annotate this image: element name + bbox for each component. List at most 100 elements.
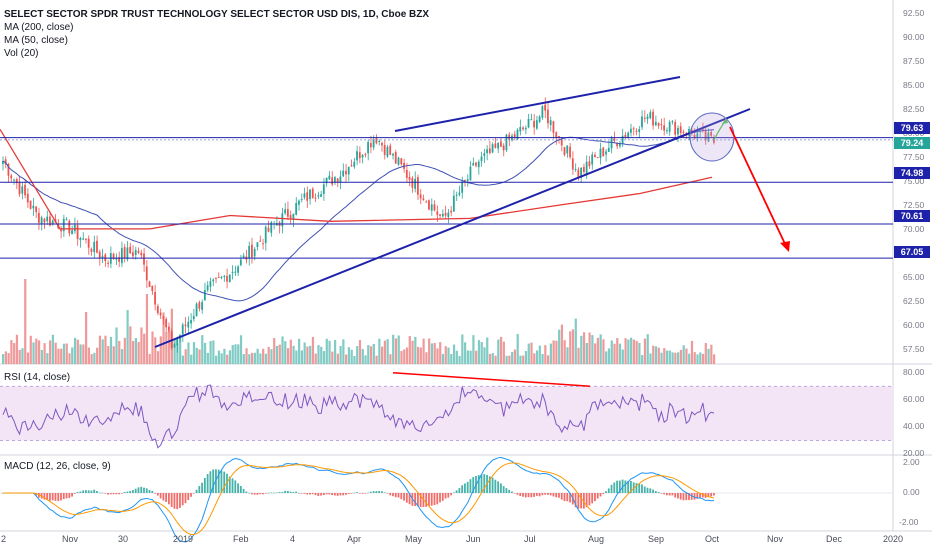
macd-histogram-bar	[660, 493, 663, 494]
macd-histogram-bar	[35, 493, 37, 496]
candle-body	[475, 162, 477, 166]
candle-body	[40, 217, 43, 225]
volume-bar	[375, 355, 378, 364]
macd-histogram-bar	[488, 476, 491, 493]
macd-histogram-bar	[159, 493, 162, 499]
macd-histogram-bar	[516, 493, 519, 495]
candle-body	[333, 177, 336, 183]
candle-body	[632, 128, 635, 130]
macd-histogram-bar	[358, 493, 361, 494]
candle-body	[192, 315, 195, 320]
candle-body	[93, 241, 96, 253]
macd-histogram-bar	[217, 469, 220, 493]
candle-body	[405, 169, 408, 178]
candle-body	[549, 120, 552, 126]
macd-histogram-bar	[237, 483, 239, 493]
macd-histogram-bar	[477, 475, 480, 493]
macd-histogram-bar	[209, 471, 212, 493]
volume-bar	[300, 350, 303, 364]
candle-body	[693, 134, 696, 139]
breakdown-highlight-circle	[689, 112, 735, 162]
macd-histogram-bar	[361, 493, 364, 494]
wedge-lower-trendline	[154, 108, 751, 348]
macd-histogram-bar	[140, 486, 143, 493]
volume-bar	[674, 352, 677, 364]
macd-histogram-bar	[132, 490, 134, 493]
candle-body	[267, 227, 270, 232]
macd-histogram-bar	[713, 493, 715, 496]
macd-histogram-bar	[2, 493, 4, 494]
macd-tick-label: 2.00	[903, 457, 920, 468]
green-arrow-head	[722, 118, 728, 124]
ma50-legend[interactable]: MA (50, close)	[4, 35, 68, 46]
volume-bar	[154, 337, 157, 364]
volume-bar	[259, 353, 262, 364]
volume-bar	[148, 353, 151, 364]
macd-histogram-bar	[184, 493, 187, 504]
volume-bar	[60, 348, 63, 364]
time-tick-label: Aug	[588, 534, 605, 544]
volume-bar	[215, 355, 218, 364]
macd-histogram-bar	[677, 493, 679, 499]
macd-histogram-bar	[309, 493, 311, 495]
macd-histogram-bar	[641, 484, 643, 493]
macd-histogram-bar	[170, 493, 173, 508]
macd-histogram-bar	[558, 493, 560, 498]
volume-bar	[602, 339, 605, 364]
candle-body	[173, 344, 176, 348]
macd-histogram-bar	[259, 493, 262, 495]
macd-histogram-bar	[530, 493, 533, 498]
candle-body	[613, 138, 616, 142]
volume-bar	[13, 343, 16, 364]
volume-bar	[494, 355, 497, 364]
candle-body	[436, 211, 439, 215]
candle-body	[392, 153, 394, 156]
macd-histogram-bar	[79, 491, 82, 493]
volume-bar	[54, 342, 57, 364]
ma200-line	[0, 128, 713, 230]
macd-histogram-bar	[693, 493, 696, 500]
candle-body	[143, 253, 145, 265]
volume-bar	[411, 340, 414, 364]
macd-histogram-bar	[328, 493, 331, 495]
volume-bar	[242, 354, 245, 364]
volume-bar	[192, 342, 196, 364]
macd-histogram-bar	[154, 493, 156, 494]
macd-histogram-bar	[652, 489, 654, 493]
candle-body	[43, 218, 46, 223]
ma200-legend[interactable]: MA (200, close)	[4, 22, 74, 33]
volume-bar	[566, 347, 569, 364]
candle-body	[242, 255, 245, 259]
candle-body	[4, 159, 7, 165]
macd-histogram-bar	[563, 493, 566, 502]
volume-bar	[458, 355, 461, 364]
rsi-title[interactable]: RSI (14, close)	[4, 372, 71, 383]
macd-histogram-bar	[273, 492, 275, 494]
volume-bar	[333, 339, 337, 364]
macd-title[interactable]: MACD (12, 26, close, 9)	[4, 461, 111, 472]
volume-bar	[483, 347, 486, 364]
price-tick-label: 92.50	[903, 8, 925, 19]
macd-histogram-bar	[115, 493, 118, 495]
volume-bar	[513, 349, 517, 364]
candle-body	[452, 195, 455, 212]
candle-body	[610, 138, 613, 149]
symbol-title[interactable]: SELECT SECTOR SPDR TRUST TECHNOLOGY SELE…	[4, 9, 430, 20]
volume-bar	[21, 348, 24, 364]
candle-body	[60, 229, 62, 232]
volume-bar	[433, 343, 436, 364]
price-tick-label: 70.00	[903, 223, 925, 234]
candle-body	[707, 132, 710, 142]
macd-histogram-bar	[461, 485, 464, 493]
macd-histogram-bar	[375, 491, 378, 493]
candle-body	[32, 205, 35, 209]
macd-histogram-bar	[353, 492, 356, 494]
volume-legend[interactable]: Vol (20)	[4, 48, 39, 59]
volume-bar	[549, 343, 552, 364]
candle-body	[654, 121, 657, 126]
candle-body	[118, 257, 120, 262]
macd-histogram-bar	[541, 493, 544, 496]
candle-body	[477, 161, 480, 168]
